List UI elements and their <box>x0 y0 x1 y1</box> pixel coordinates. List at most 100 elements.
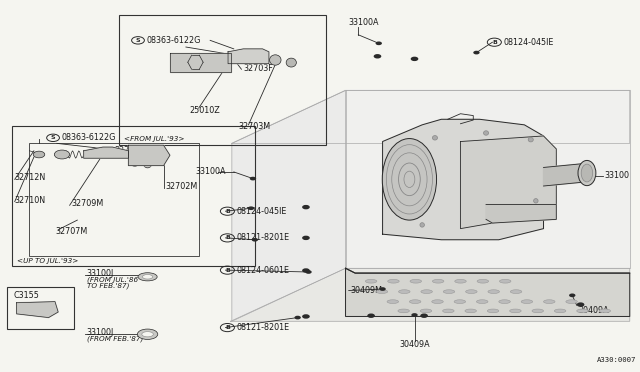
Ellipse shape <box>420 309 432 313</box>
Circle shape <box>412 313 418 317</box>
Text: S: S <box>51 135 56 140</box>
Ellipse shape <box>388 279 399 283</box>
Ellipse shape <box>444 290 455 294</box>
Circle shape <box>302 314 310 319</box>
Ellipse shape <box>476 300 488 304</box>
Text: 25010Z: 25010Z <box>189 106 220 115</box>
Text: A330:0007: A330:0007 <box>596 357 636 363</box>
Ellipse shape <box>382 138 436 220</box>
Ellipse shape <box>455 279 467 283</box>
Ellipse shape <box>443 309 454 313</box>
Text: 32709M: 32709M <box>71 199 103 208</box>
Ellipse shape <box>143 275 153 279</box>
Ellipse shape <box>399 290 410 294</box>
Circle shape <box>302 205 310 209</box>
Circle shape <box>585 174 591 177</box>
Polygon shape <box>17 302 58 318</box>
Ellipse shape <box>286 58 296 67</box>
Text: B: B <box>225 325 230 330</box>
Text: B: B <box>492 40 497 45</box>
Ellipse shape <box>465 309 476 313</box>
Ellipse shape <box>532 309 543 313</box>
Text: 08124-0601E: 08124-0601E <box>236 266 289 275</box>
Polygon shape <box>383 119 543 240</box>
Polygon shape <box>170 52 230 72</box>
Polygon shape <box>486 205 556 223</box>
Bar <box>12 126 255 266</box>
Ellipse shape <box>410 279 422 283</box>
Text: 32703M: 32703M <box>238 122 270 131</box>
Text: 33100A: 33100A <box>195 167 226 176</box>
Ellipse shape <box>578 160 596 186</box>
Ellipse shape <box>410 300 421 304</box>
Ellipse shape <box>142 332 154 337</box>
Ellipse shape <box>432 300 444 304</box>
Ellipse shape <box>521 300 532 304</box>
Polygon shape <box>129 145 170 166</box>
Text: (FROM FEB.'87): (FROM FEB.'87) <box>87 336 143 342</box>
Text: 32707M: 32707M <box>55 227 87 236</box>
Ellipse shape <box>365 279 377 283</box>
Circle shape <box>420 314 428 318</box>
Circle shape <box>248 206 254 210</box>
Polygon shape <box>232 90 346 321</box>
Ellipse shape <box>487 309 499 313</box>
Ellipse shape <box>269 55 281 65</box>
Text: <FROM JUL.'93>: <FROM JUL.'93> <box>124 136 184 142</box>
Ellipse shape <box>534 199 538 203</box>
Circle shape <box>250 177 256 180</box>
Ellipse shape <box>483 131 488 135</box>
Circle shape <box>411 57 419 61</box>
Circle shape <box>294 316 301 320</box>
Polygon shape <box>346 90 630 268</box>
Circle shape <box>473 51 479 54</box>
Bar <box>7 287 74 329</box>
Ellipse shape <box>477 279 488 283</box>
Text: 30409A: 30409A <box>400 340 431 349</box>
Polygon shape <box>230 268 630 321</box>
Text: 33100A: 33100A <box>349 19 380 28</box>
Text: 30409A: 30409A <box>579 306 609 315</box>
Text: 08121-8201E: 08121-8201E <box>236 233 289 243</box>
Text: B: B <box>225 235 230 240</box>
Ellipse shape <box>433 136 438 140</box>
Ellipse shape <box>543 300 555 304</box>
Text: 33100J: 33100J <box>87 269 114 278</box>
Ellipse shape <box>499 279 511 283</box>
Bar <box>29 143 198 256</box>
Text: 33100: 33100 <box>604 171 629 180</box>
Text: S: S <box>136 38 140 43</box>
Bar <box>119 15 326 145</box>
Ellipse shape <box>138 329 158 339</box>
Text: 08124-045IE: 08124-045IE <box>236 207 287 216</box>
Ellipse shape <box>421 290 433 294</box>
Text: 32710N: 32710N <box>15 196 46 205</box>
Ellipse shape <box>528 137 533 142</box>
Text: 08124-045IE: 08124-045IE <box>503 38 554 47</box>
Circle shape <box>374 54 381 58</box>
Ellipse shape <box>376 290 388 294</box>
Polygon shape <box>461 136 556 229</box>
Ellipse shape <box>138 273 157 281</box>
Text: 30409M: 30409M <box>351 286 383 295</box>
Polygon shape <box>543 164 582 186</box>
Text: 08363-6122G: 08363-6122G <box>147 36 201 45</box>
Ellipse shape <box>509 309 521 313</box>
Ellipse shape <box>143 158 152 168</box>
Text: 33100J: 33100J <box>87 328 114 337</box>
Text: 08363-6122G: 08363-6122G <box>61 133 116 142</box>
Polygon shape <box>84 147 129 158</box>
Text: C3155: C3155 <box>13 291 39 299</box>
Ellipse shape <box>420 223 424 227</box>
Ellipse shape <box>554 309 566 313</box>
Text: <UP TO JUL.'93>: <UP TO JUL.'93> <box>17 258 78 264</box>
Circle shape <box>367 314 375 318</box>
Circle shape <box>569 294 575 297</box>
Circle shape <box>33 151 45 158</box>
Circle shape <box>305 270 312 274</box>
Text: B: B <box>225 267 230 273</box>
Ellipse shape <box>454 300 466 304</box>
Circle shape <box>302 235 310 240</box>
Text: TO FEB.'87): TO FEB.'87) <box>87 283 129 289</box>
Text: (FROM JUL.'86: (FROM JUL.'86 <box>87 276 138 283</box>
